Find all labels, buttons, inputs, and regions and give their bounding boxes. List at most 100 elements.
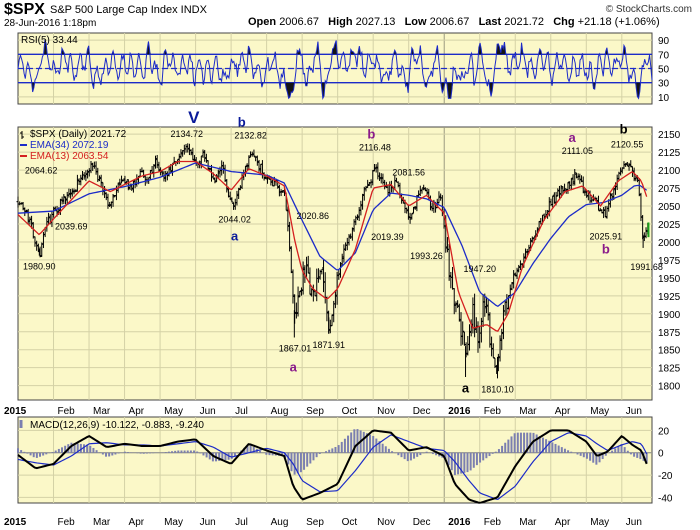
rsi-tick-label: 30	[658, 79, 670, 90]
x-tick-label: Apr	[129, 517, 145, 528]
x-tick-label: Jun	[626, 406, 642, 417]
price-annotation: 2064.62	[25, 166, 58, 176]
price-annotation: 1980.90	[23, 262, 56, 272]
price-annotation: 1991.68	[630, 262, 663, 272]
open-label: Open	[248, 16, 277, 28]
ticker-symbol: $SPX	[4, 1, 45, 18]
low-value: 2006.67	[429, 16, 470, 28]
x-tick-label: Mar	[519, 406, 537, 417]
price-tick-label: 1875	[658, 328, 681, 339]
price-annotation: 1867.01	[279, 343, 312, 353]
legend-entry: EMA(34) 2072.19	[30, 140, 109, 151]
x-tick-label: Feb	[484, 517, 502, 528]
price-annotation: 2120.55	[611, 139, 644, 149]
x-tick-label: Mar	[519, 517, 537, 528]
x-tick-label: Sep	[306, 406, 324, 417]
price-tick-label: 1800	[658, 382, 681, 393]
rsi-line	[17, 39, 653, 101]
x-tick-label: May	[590, 517, 609, 528]
x-tick-label: Mar	[93, 406, 111, 417]
x-tick-label: May	[164, 517, 183, 528]
price-annotation: 2132.82	[234, 131, 267, 141]
x-tick-label: Jul	[235, 406, 248, 417]
rsi-tick-label: 50	[658, 65, 670, 76]
price-tick-label: 2075	[658, 184, 681, 195]
low-label: Low	[404, 16, 427, 28]
x-tick-label: Dec	[413, 517, 431, 528]
price-annotation: 2025.91	[590, 231, 623, 241]
x-tick-label: Dec	[413, 406, 431, 417]
wave-label: b	[602, 241, 610, 256]
price-tick-label: 2000	[658, 238, 681, 249]
wave-label: b	[620, 121, 628, 136]
open-value: 2006.67	[279, 16, 319, 28]
x-tick-label: Jul	[235, 517, 248, 528]
rsi-tick-label: 70	[658, 50, 670, 61]
x-tick-label: Aug	[271, 406, 289, 417]
price-tick-label: 2050	[658, 202, 681, 213]
price-annotation: 2039.69	[55, 221, 88, 231]
x-tick-label: Sep	[306, 517, 324, 528]
rsi-tick-label: 10	[658, 93, 670, 104]
macd-panel	[17, 416, 653, 504]
high-value: 2027.13	[355, 16, 396, 28]
chg-value: +21.18 (+1.06%)	[577, 16, 660, 28]
price-tick-label: 1900	[658, 310, 681, 321]
x-tick-label: Feb	[484, 406, 502, 417]
price-annotation: 2019.39	[371, 232, 404, 242]
wave-label: b	[367, 126, 375, 141]
wave-label: a	[290, 359, 298, 374]
legend-entry: $SPX (Daily) 2021.72	[30, 129, 127, 140]
source-credit: © StockCharts.com	[605, 4, 692, 15]
x-tick-label: Apr	[129, 406, 145, 417]
x-tick-label: Jun	[200, 517, 216, 528]
price-annotation: 1810.10	[481, 384, 514, 394]
wave-label: a	[231, 228, 239, 243]
macd-tick-label: 0	[658, 449, 664, 460]
price-annotation: 1871.91	[313, 340, 346, 350]
price-annotation: 2081.56	[392, 167, 425, 177]
price-tick-label: 1850	[658, 346, 681, 357]
macd-line	[17, 429, 648, 504]
price-annotation: 1947.20	[463, 264, 496, 274]
rsi-tick-label: 90	[658, 36, 670, 47]
macd-tick-label: -20	[658, 471, 673, 482]
last-value: 2021.72	[504, 16, 545, 28]
x-tick-label: Apr	[555, 517, 571, 528]
macd-tick-label: -40	[658, 493, 673, 504]
price-x-axis: 2015 Feb Mar Apr May Jun Jul Aug Sep Oct Nov Dec 201…	[4, 406, 642, 417]
price-annotation: 2044.02	[218, 214, 251, 224]
wave-label: a	[462, 380, 470, 395]
x-tick-label: Jun	[200, 406, 216, 417]
ema34-line	[17, 162, 648, 308]
price-tick-label: 1925	[658, 292, 681, 303]
price-tick-label: 2100	[658, 166, 681, 177]
x-tick-label: Apr	[555, 406, 571, 417]
wave-label: a	[568, 130, 576, 145]
price-tick-label: 1975	[658, 256, 681, 267]
x-tick-label: Oct	[342, 517, 358, 528]
x-tick-label: Oct	[342, 406, 358, 417]
price-tick-label: 2025	[658, 220, 681, 231]
macd-tick-label: 20	[658, 426, 670, 437]
last-label: Last	[478, 16, 502, 28]
price-panel	[17, 126, 653, 401]
price-annotation: 2134.72	[170, 129, 203, 139]
legend-bar-icon	[20, 131, 24, 139]
price-annotation: 2020.86	[297, 211, 330, 221]
price-annotation: 2116.48	[359, 142, 391, 152]
price-tick-label: 1825	[658, 364, 681, 375]
x-tick-label: Feb	[58, 406, 76, 417]
x-tick-label: May	[590, 406, 609, 417]
index-description: S&P 500 Large Cap Index INDX	[50, 4, 207, 16]
x-tick-label: 2015	[4, 406, 27, 417]
x-tick-label: Nov	[377, 406, 395, 417]
wave-label: b	[238, 115, 246, 130]
quote-line: Open 2006.67 High 2027.13 Low 2006.67 La…	[248, 16, 660, 28]
price-annotations: 2064.62 1980.90 2039.69 2134.72 2132.82 2044.…	[23, 129, 663, 394]
macd-x-axis: 2015 Feb Mar Apr May Jun Jul Aug Sep Oct Nov Dec 201…	[4, 517, 642, 528]
price-annotation: 1993.26	[410, 251, 443, 261]
x-tick-label: Mar	[93, 517, 111, 528]
